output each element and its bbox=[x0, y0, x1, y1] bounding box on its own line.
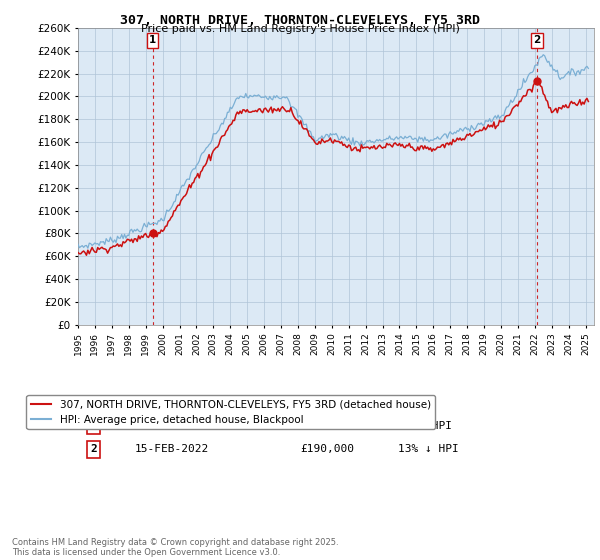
Text: 5% ↓ HPI: 5% ↓ HPI bbox=[398, 421, 452, 431]
Text: 307, NORTH DRIVE, THORNTON-CLEVELEYS, FY5 3RD: 307, NORTH DRIVE, THORNTON-CLEVELEYS, FY… bbox=[120, 14, 480, 27]
Text: £190,000: £190,000 bbox=[300, 445, 354, 455]
Text: 03-JUN-1999: 03-JUN-1999 bbox=[135, 421, 209, 431]
Text: 2: 2 bbox=[533, 35, 541, 45]
Text: 13% ↓ HPI: 13% ↓ HPI bbox=[398, 445, 458, 455]
Text: 1: 1 bbox=[149, 35, 157, 45]
Text: Contains HM Land Registry data © Crown copyright and database right 2025.
This d: Contains HM Land Registry data © Crown c… bbox=[12, 538, 338, 557]
Text: 2: 2 bbox=[90, 445, 97, 455]
Text: £76,000: £76,000 bbox=[300, 421, 347, 431]
Text: 15-FEB-2022: 15-FEB-2022 bbox=[135, 445, 209, 455]
Legend: 307, NORTH DRIVE, THORNTON-CLEVELEYS, FY5 3RD (detached house), HPI: Average pri: 307, NORTH DRIVE, THORNTON-CLEVELEYS, FY… bbox=[26, 395, 435, 429]
Text: 1: 1 bbox=[90, 421, 97, 431]
Text: Price paid vs. HM Land Registry's House Price Index (HPI): Price paid vs. HM Land Registry's House … bbox=[140, 24, 460, 34]
